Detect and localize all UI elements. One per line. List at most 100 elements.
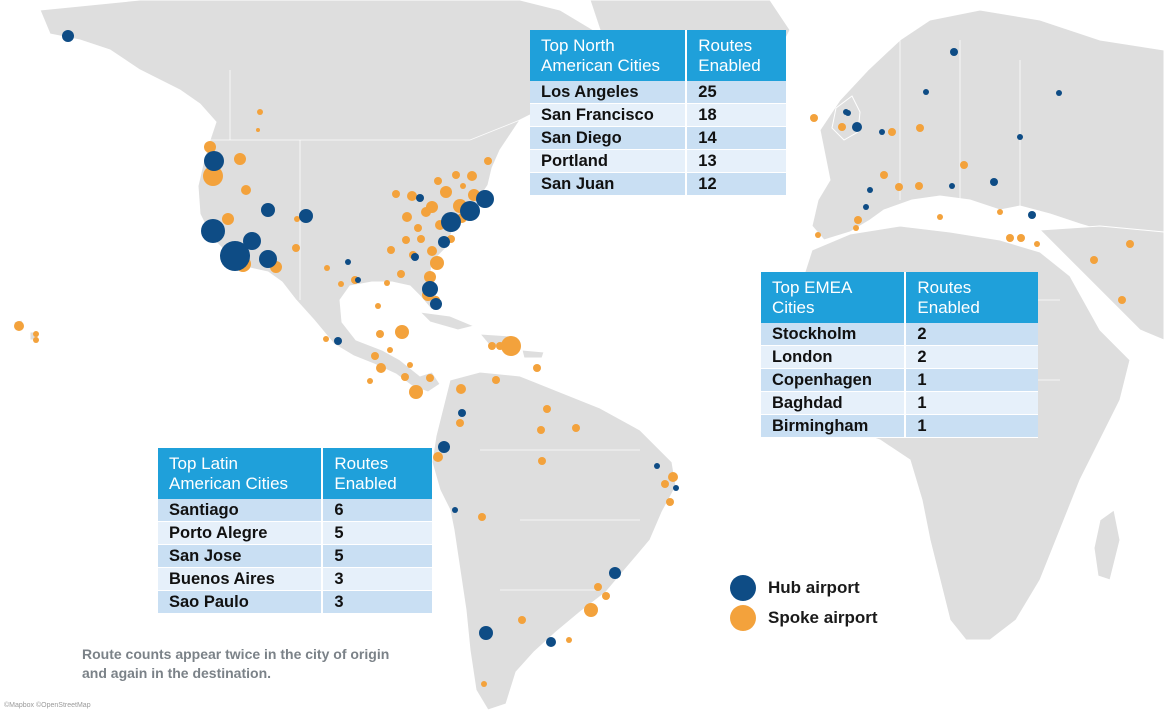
spoke-airport-marker: [14, 321, 24, 331]
route-count: 12: [686, 172, 786, 196]
spoke-airport-marker: [323, 336, 329, 342]
hub-airport-marker: [201, 219, 225, 243]
spoke-airport-marker: [294, 216, 300, 222]
airport-markers: [14, 30, 1134, 687]
spoke-airport-marker: [376, 363, 386, 373]
spoke-airport-marker: [376, 330, 384, 338]
table-row: Portland 13: [530, 149, 786, 173]
city-name: Copenhagen: [761, 368, 907, 392]
header-routes: Routes Enabled: [905, 272, 1038, 323]
spoke-airport-marker: [426, 374, 434, 382]
spoke-airport-marker: [668, 472, 678, 482]
spoke-airport-marker: [384, 280, 390, 286]
spoke-airport-marker: [1006, 234, 1014, 242]
spoke-airport-marker: [452, 171, 460, 179]
city-name: Sao Paulo: [158, 590, 324, 614]
spoke-airport-marker: [810, 114, 818, 122]
spoke-airport-marker: [1034, 241, 1040, 247]
hub-airport-marker: [950, 48, 958, 56]
table-row: Baghdad 1: [761, 391, 1038, 415]
route-count: 5: [322, 521, 432, 545]
spoke-airport-marker: [222, 213, 234, 225]
spoke-airport-marker: [853, 225, 859, 231]
city-name: Portland: [530, 149, 688, 173]
spoke-airport-marker: [367, 378, 373, 384]
hub-airport-marker: [867, 187, 873, 193]
hub-airport-marker: [438, 236, 450, 248]
hub-airport-marker: [62, 30, 74, 42]
spoke-airport-marker: [1090, 256, 1098, 264]
spoke-airport-marker: [915, 182, 923, 190]
route-count: 5: [322, 544, 432, 568]
hub-airport-marker: [411, 253, 419, 261]
spoke-airport-marker: [594, 583, 602, 591]
spoke-airport-marker: [538, 457, 546, 465]
legend-item-hub: Hub airport: [730, 573, 878, 603]
spoke-airport-marker: [433, 452, 443, 462]
table-row: San Jose 5: [158, 544, 432, 568]
header-city: Top North American Cities: [530, 30, 688, 81]
city-name: Stockholm: [761, 323, 907, 346]
spoke-airport-marker: [407, 191, 417, 201]
hub-airport-marker: [949, 183, 955, 189]
spoke-airport-marker: [402, 236, 410, 244]
spoke-airport-marker: [916, 124, 924, 132]
spoke-airport-marker: [33, 337, 39, 343]
spoke-airport-marker: [572, 424, 580, 432]
spoke-airport-marker: [666, 498, 674, 506]
city-name: San Francisco: [530, 103, 688, 127]
spoke-airport-marker: [387, 246, 395, 254]
spoke-airport-marker: [375, 303, 381, 309]
spoke-airport-marker: [427, 246, 437, 256]
table-row: Sao Paulo 3: [158, 590, 432, 614]
spoke-airport-marker: [518, 616, 526, 624]
spoke-airport-marker: [395, 325, 409, 339]
hub-airport-marker: [654, 463, 660, 469]
land-north-america: [39, 0, 641, 393]
route-count: 3: [322, 567, 432, 591]
hub-airport-marker: [355, 277, 361, 283]
spoke-airport-swatch: [730, 605, 756, 631]
hub-airport-marker: [438, 441, 450, 453]
table-row: Buenos Aires 3: [158, 567, 432, 591]
spoke-airport-marker: [203, 166, 223, 186]
hub-airport-marker: [476, 190, 494, 208]
city-name: San Jose: [158, 544, 324, 568]
spoke-airport-marker: [387, 347, 393, 353]
spoke-airport-marker: [1017, 234, 1025, 242]
spoke-airport-marker: [997, 209, 1003, 215]
spoke-airport-marker: [501, 336, 521, 356]
spoke-airport-marker: [292, 244, 300, 252]
spoke-airport-marker: [204, 141, 216, 153]
table-top-latin-american-cities: Top Latin American Cities Routes Enabled…: [158, 448, 432, 614]
spoke-airport-marker: [1118, 296, 1126, 304]
spoke-airport-marker: [256, 128, 260, 132]
spoke-airport-marker: [533, 364, 541, 372]
route-count: 2: [905, 345, 1038, 369]
land-caribbean: [418, 311, 545, 359]
hub-airport-marker: [546, 637, 556, 647]
spoke-airport-marker: [430, 256, 444, 270]
hub-airport-marker: [843, 109, 849, 115]
hub-airport-marker: [863, 204, 869, 210]
hub-airport-marker: [479, 626, 493, 640]
land-madagascar: [1093, 509, 1121, 581]
hub-airport-marker: [1017, 134, 1023, 140]
table-row: Los Angeles 25: [530, 81, 786, 104]
header-routes: Routes Enabled: [322, 448, 432, 499]
legend-item-spoke: Spoke airport: [730, 603, 878, 633]
table-row: San Diego 14: [530, 126, 786, 150]
hub-airport-marker: [334, 337, 342, 345]
hub-airport-marker: [852, 122, 862, 132]
table-top-emea-cities: Top EMEA Cities Routes Enabled Stockholm…: [761, 272, 1038, 438]
spoke-airport-marker: [414, 224, 422, 232]
legend-spoke-label: Spoke airport: [768, 608, 878, 627]
hub-airport-marker: [220, 241, 250, 271]
route-count: 1: [905, 391, 1038, 415]
spoke-airport-marker: [481, 681, 487, 687]
hub-airport-marker: [441, 212, 461, 232]
table-top-north-american-cities: Top North American Cities Routes Enabled…: [530, 30, 786, 196]
spoke-airport-marker: [888, 128, 896, 136]
footnote: Route counts appear twice in the city of…: [82, 646, 390, 681]
route-count: 3: [322, 590, 432, 614]
